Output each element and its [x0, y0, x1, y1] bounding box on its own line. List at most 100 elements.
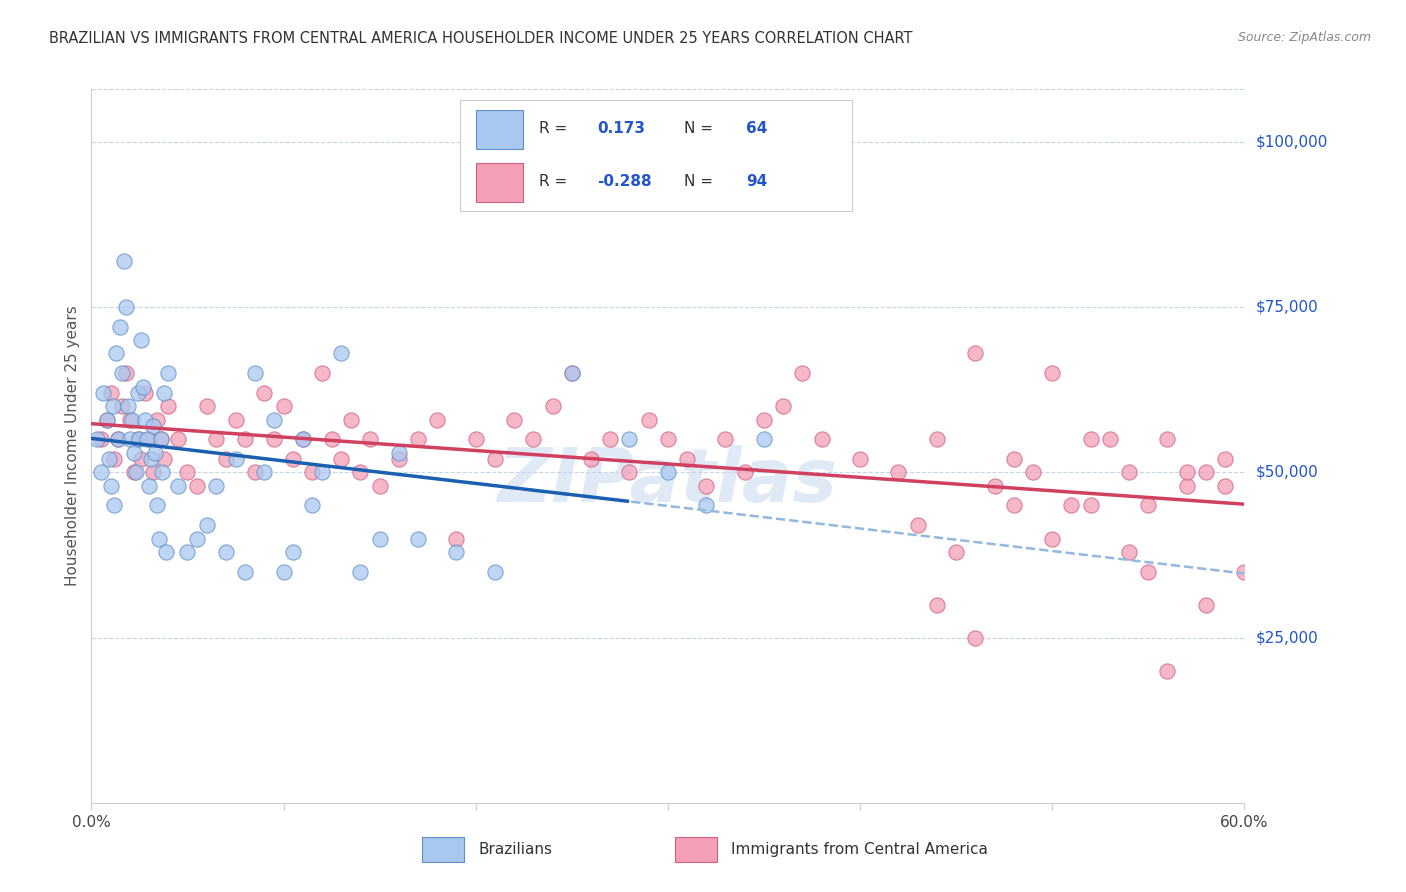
- Text: $75,000: $75,000: [1256, 300, 1319, 315]
- Point: [90, 466, 112, 480]
- Point: [945, 545, 967, 559]
- Point: [368, 532, 391, 546]
- Point: [561, 367, 583, 381]
- Point: [695, 478, 717, 492]
- Point: [579, 452, 602, 467]
- Point: [205, 433, 228, 447]
- Point: [734, 466, 756, 480]
- Point: [1040, 367, 1063, 381]
- Point: [195, 518, 218, 533]
- Point: [359, 433, 381, 447]
- Point: [925, 598, 948, 612]
- Point: [321, 433, 343, 447]
- Point: [484, 565, 506, 579]
- Point: [330, 452, 353, 467]
- Point: [155, 545, 177, 559]
- Point: [263, 412, 285, 426]
- Point: [112, 254, 135, 268]
- Point: [887, 466, 910, 480]
- Point: [166, 478, 188, 492]
- Point: [136, 433, 159, 447]
- Point: [637, 412, 659, 426]
- Point: [91, 386, 114, 401]
- Point: [291, 433, 314, 447]
- Point: [273, 400, 295, 414]
- Point: [90, 433, 112, 447]
- Point: [121, 412, 143, 426]
- Point: [1080, 499, 1102, 513]
- Text: $100,000: $100,000: [1256, 135, 1327, 150]
- Point: [1022, 466, 1045, 480]
- Point: [149, 433, 172, 447]
- Point: [426, 412, 449, 426]
- Point: [152, 466, 174, 480]
- Point: [281, 545, 304, 559]
- Point: [263, 433, 285, 447]
- Point: [388, 452, 411, 467]
- Point: [233, 433, 256, 447]
- Point: [105, 346, 128, 360]
- Point: [195, 400, 218, 414]
- Point: [301, 466, 323, 480]
- Point: [1118, 466, 1140, 480]
- Point: [111, 367, 134, 381]
- Point: [97, 452, 120, 467]
- Point: [446, 532, 468, 546]
- Point: [134, 386, 156, 401]
- Point: [1137, 499, 1160, 513]
- Point: [225, 452, 247, 467]
- Point: [127, 433, 149, 447]
- Point: [503, 412, 526, 426]
- Point: [134, 412, 156, 426]
- Point: [186, 532, 208, 546]
- Point: [561, 367, 583, 381]
- Point: [273, 565, 295, 579]
- Point: [110, 320, 132, 334]
- Point: [205, 478, 228, 492]
- Point: [96, 412, 118, 426]
- Point: [907, 518, 929, 533]
- Point: [1156, 433, 1178, 447]
- Point: [138, 478, 160, 492]
- Text: Source: ZipAtlas.com: Source: ZipAtlas.com: [1237, 31, 1371, 45]
- Point: [145, 412, 167, 426]
- Point: [1175, 478, 1198, 492]
- Point: [388, 445, 411, 459]
- Point: [149, 433, 172, 447]
- Point: [676, 452, 699, 467]
- Point: [100, 478, 122, 492]
- Point: [101, 400, 124, 414]
- Point: [1213, 452, 1236, 467]
- Point: [714, 433, 737, 447]
- Point: [131, 452, 153, 467]
- Point: [446, 545, 468, 559]
- Point: [484, 452, 506, 467]
- Point: [122, 466, 145, 480]
- Point: [157, 400, 180, 414]
- Point: [139, 452, 162, 467]
- Point: [281, 452, 304, 467]
- Point: [965, 346, 987, 360]
- Point: [131, 333, 153, 347]
- Point: [118, 412, 141, 426]
- Point: [215, 452, 238, 467]
- Point: [1233, 565, 1256, 579]
- Point: [225, 412, 247, 426]
- Point: [349, 466, 371, 480]
- Point: [145, 499, 167, 513]
- Point: [117, 400, 139, 414]
- Point: [464, 433, 486, 447]
- Point: [157, 367, 180, 381]
- Point: [166, 433, 188, 447]
- FancyBboxPatch shape: [675, 838, 717, 862]
- Y-axis label: Householder Income Under 25 years: Householder Income Under 25 years: [65, 306, 80, 586]
- Point: [311, 367, 333, 381]
- Point: [122, 445, 145, 459]
- Point: [132, 379, 155, 393]
- Point: [849, 452, 872, 467]
- Point: [1175, 466, 1198, 480]
- Point: [107, 433, 129, 447]
- Point: [138, 433, 160, 447]
- Point: [128, 433, 150, 447]
- Point: [695, 499, 717, 513]
